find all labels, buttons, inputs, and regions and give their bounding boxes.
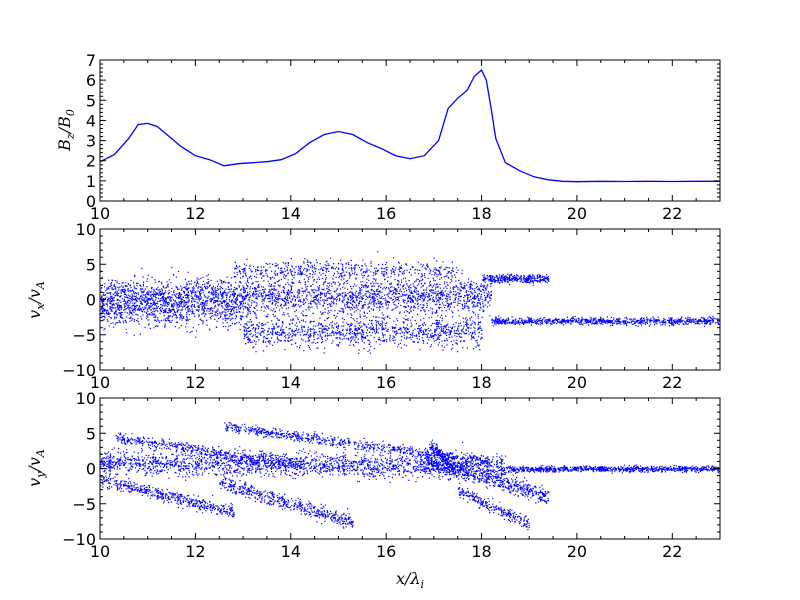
x-tick-label: 16 bbox=[376, 204, 396, 223]
x-tick-label: 14 bbox=[281, 204, 301, 223]
ticks-middle: 10 12 14 16 18 20 22 −10 −5 0 5 10 bbox=[62, 220, 721, 392]
y-tick-label: 1 bbox=[86, 172, 96, 191]
x-tick-label: 10 bbox=[90, 373, 110, 392]
y-tick-label: −10 bbox=[62, 361, 96, 380]
scatter-band-4 bbox=[219, 477, 354, 529]
series-line-0 bbox=[100, 69, 720, 183]
scatter-band-5 bbox=[424, 447, 550, 504]
y-tick-label: 2 bbox=[86, 152, 96, 171]
panel-vy-scatter: 10 12 14 16 18 20 22 −10 −5 0 5 10 vy/vA x/λi bbox=[25, 389, 721, 591]
plot-area-bottom bbox=[100, 422, 720, 531]
scatter-band-3 bbox=[100, 472, 235, 518]
data-layer bbox=[100, 422, 720, 531]
scatter-cluster-5 bbox=[491, 315, 720, 327]
x-tick-label: 14 bbox=[281, 373, 301, 392]
x-tick-label: 16 bbox=[376, 542, 396, 561]
y-tick-label: 4 bbox=[86, 111, 96, 130]
y-axis-label-top: Bz/B0 bbox=[55, 109, 77, 152]
x-tick-label: 12 bbox=[185, 204, 205, 223]
y-axis-label-bottom: vy/vA bbox=[25, 449, 47, 487]
x-tick-label: 18 bbox=[471, 373, 491, 392]
y-tick-label: 5 bbox=[86, 91, 96, 110]
y-axis-label-middle: vx/vA bbox=[25, 281, 47, 319]
plot-area-top bbox=[100, 69, 720, 183]
x-tick-label: 10 bbox=[90, 542, 110, 561]
y-tick-label: 0 bbox=[86, 192, 96, 211]
data-layer bbox=[100, 251, 720, 354]
y-tick-label: 7 bbox=[86, 51, 96, 70]
y-tick-label: 5 bbox=[86, 424, 96, 443]
x-tick-label: 22 bbox=[662, 542, 682, 561]
y-tick-label: 5 bbox=[86, 255, 96, 274]
y-tick-label: 0 bbox=[86, 460, 96, 479]
axes-frame-top bbox=[99, 59, 721, 202]
data-layer bbox=[100, 69, 720, 183]
x-tick-label: 10 bbox=[90, 204, 110, 223]
y-tick-label: 3 bbox=[86, 132, 96, 151]
x-tick-label: 20 bbox=[567, 542, 587, 561]
x-tick-label: 20 bbox=[567, 204, 587, 223]
x-tick-label: 12 bbox=[185, 373, 205, 392]
y-tick-label: −10 bbox=[62, 530, 96, 549]
scatter-band-0 bbox=[100, 441, 507, 485]
x-tick-label: 14 bbox=[281, 542, 301, 561]
x-tick-label: 12 bbox=[185, 542, 205, 561]
panel-vx-scatter: 10 12 14 16 18 20 22 −10 −5 0 5 10 vx/vA bbox=[25, 220, 721, 392]
scatter-band-6 bbox=[457, 482, 530, 531]
scatter-band-1 bbox=[115, 432, 302, 470]
x-tick-label: 16 bbox=[376, 373, 396, 392]
scatter-band-7 bbox=[505, 464, 720, 474]
x-axis-label: x/λi bbox=[396, 569, 424, 591]
y-tick-label: 10 bbox=[76, 220, 96, 239]
y-tick-label: 0 bbox=[86, 291, 96, 310]
scatter-band-2 bbox=[224, 422, 493, 467]
x-tick-label: 20 bbox=[567, 373, 587, 392]
scatter-cluster-0 bbox=[100, 267, 493, 330]
x-tick-label: 22 bbox=[662, 373, 682, 392]
x-tick-label: 22 bbox=[662, 204, 682, 223]
y-tick-label: 10 bbox=[76, 389, 96, 408]
ticks-bottom: 10 12 14 16 18 20 22 −10 −5 0 5 10 bbox=[62, 389, 721, 561]
scatter-cluster-3 bbox=[243, 305, 483, 354]
plot-area-middle bbox=[100, 251, 720, 354]
y-tick-label: −5 bbox=[72, 326, 96, 345]
scatter-cluster-4 bbox=[482, 273, 550, 286]
y-tick-label: −5 bbox=[72, 495, 96, 514]
x-tick-label: 18 bbox=[471, 542, 491, 561]
x-tick-label: 18 bbox=[471, 204, 491, 223]
y-tick-label: 6 bbox=[86, 71, 96, 90]
scatter-band-8 bbox=[429, 439, 450, 466]
